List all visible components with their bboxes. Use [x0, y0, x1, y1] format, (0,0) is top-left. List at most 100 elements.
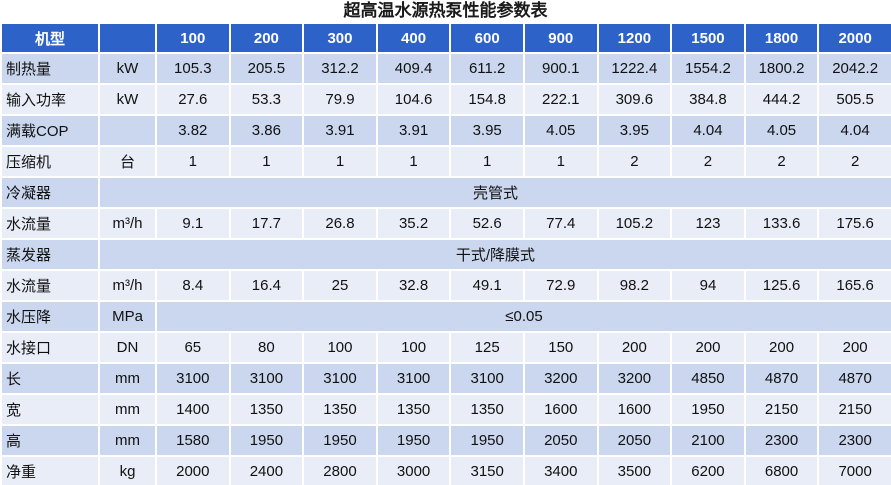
model-header: 1200 [596, 22, 673, 54]
value: 2050 [522, 424, 599, 457]
row-name: 满载COP [0, 114, 100, 147]
value: 65 [155, 331, 231, 364]
value: 1950 [449, 424, 525, 457]
value: 1950 [375, 424, 452, 457]
value: 1222.4 [596, 52, 673, 85]
merged-value: 壳管式 [98, 176, 891, 209]
value: 1950 [302, 424, 378, 457]
value: 3100 [375, 362, 452, 395]
value: 25 [302, 269, 378, 302]
value: 1350 [302, 393, 378, 426]
data-row: 压缩机台 1 1 1 1 1 1 2 2 2 2 [0, 145, 891, 178]
value: 27.6 [155, 83, 231, 116]
unit: kW [98, 83, 157, 116]
value: 17.7 [228, 207, 305, 240]
value: 222.1 [522, 83, 599, 116]
value: 6800 [743, 455, 820, 485]
merged-value: 干式/降膜式 [98, 238, 891, 271]
value: 200 [743, 331, 820, 364]
value: 409.4 [375, 52, 452, 85]
value: 105.3 [155, 52, 231, 85]
data-row: 宽 mm 1400 1350 1350 1350 1350 1600 1600 1950 2150 2… [0, 393, 891, 426]
merged-value: ≤0.05 [155, 300, 891, 333]
value: 35.2 [375, 207, 452, 240]
row-name: 高 [0, 424, 100, 457]
unit: kg [98, 455, 157, 485]
unit: MPa [98, 300, 157, 333]
value: 4850 [670, 362, 746, 395]
value: 4.05 [743, 114, 820, 147]
value: 505.5 [817, 83, 891, 116]
model-header: 900 [522, 22, 599, 54]
value: 3100 [155, 362, 231, 395]
model-header: 1500 [670, 22, 746, 54]
row-name: 水流量 [0, 269, 100, 302]
row-name: 水压降 [0, 300, 100, 333]
value: 2050 [596, 424, 673, 457]
value: 2 [596, 145, 673, 178]
value: 2042.2 [817, 52, 891, 85]
value: 2300 [817, 424, 891, 457]
value: 165.6 [817, 269, 891, 302]
row-name: 长 [0, 362, 100, 395]
value: 3.82 [155, 114, 231, 147]
value: 3.91 [375, 114, 452, 147]
value: 3000 [375, 455, 452, 485]
value: 80 [228, 331, 305, 364]
unit: 台 [98, 145, 157, 178]
row-name: 水流量 [0, 207, 100, 240]
value: 3200 [522, 362, 599, 395]
value: 154.8 [449, 83, 525, 116]
row-name: 制热量 [0, 52, 100, 85]
value: 175.6 [817, 207, 891, 240]
value: 77.4 [522, 207, 599, 240]
row-name: 压缩机 [0, 145, 100, 178]
value: 4.04 [817, 114, 891, 147]
data-row: 高 mm 1580 1950 1950 1950 1950 2050 2050 2100 2300 2… [0, 424, 891, 457]
row-name: 宽 [0, 393, 100, 426]
value: 900.1 [522, 52, 599, 85]
value: 6200 [670, 455, 746, 485]
value: 125 [449, 331, 525, 364]
data-row: 蒸发器 干式/降膜式 [0, 238, 891, 271]
value: 1 [449, 145, 525, 178]
spec-table: 机型 100 200 300 400 600 900 1200 1500 1800 2000 制热量 k… [0, 22, 891, 485]
value: 79.9 [302, 83, 378, 116]
value: 2000 [155, 455, 231, 485]
value: 53.3 [228, 83, 305, 116]
value: 205.5 [228, 52, 305, 85]
value: 1 [302, 145, 378, 178]
header-label: 机型 [0, 22, 100, 54]
value: 1600 [596, 393, 673, 426]
value: 1 [155, 145, 231, 178]
value: 2 [670, 145, 746, 178]
value: 32.8 [375, 269, 452, 302]
value: 4870 [743, 362, 820, 395]
value: 2 [743, 145, 820, 178]
value: 104.6 [375, 83, 452, 116]
value: 1600 [522, 393, 599, 426]
model-header: 400 [375, 22, 452, 54]
value: 3500 [596, 455, 673, 485]
value: 3150 [449, 455, 525, 485]
value: 8.4 [155, 269, 231, 302]
value: 100 [302, 331, 378, 364]
value: 2150 [743, 393, 820, 426]
value: 3100 [228, 362, 305, 395]
value: 200 [817, 331, 891, 364]
value: 3.95 [449, 114, 525, 147]
header-unit [98, 22, 157, 54]
value: 1950 [228, 424, 305, 457]
data-row: 水流量 m³/h 9.1 17.7 26.8 35.2 52.6 77.4 105.2 123 13… [0, 207, 891, 240]
value: 3100 [449, 362, 525, 395]
value: 94 [670, 269, 746, 302]
value: 4870 [817, 362, 891, 395]
value: 444.2 [743, 83, 820, 116]
value: 4.05 [522, 114, 599, 147]
value: 384.8 [670, 83, 746, 116]
value: 2100 [670, 424, 746, 457]
data-row: 制热量 kW 105.3 205.5 312.2 409.4 611.2 900.1 1222.… [0, 52, 891, 85]
model-header: 600 [449, 22, 525, 54]
value: 105.2 [596, 207, 673, 240]
